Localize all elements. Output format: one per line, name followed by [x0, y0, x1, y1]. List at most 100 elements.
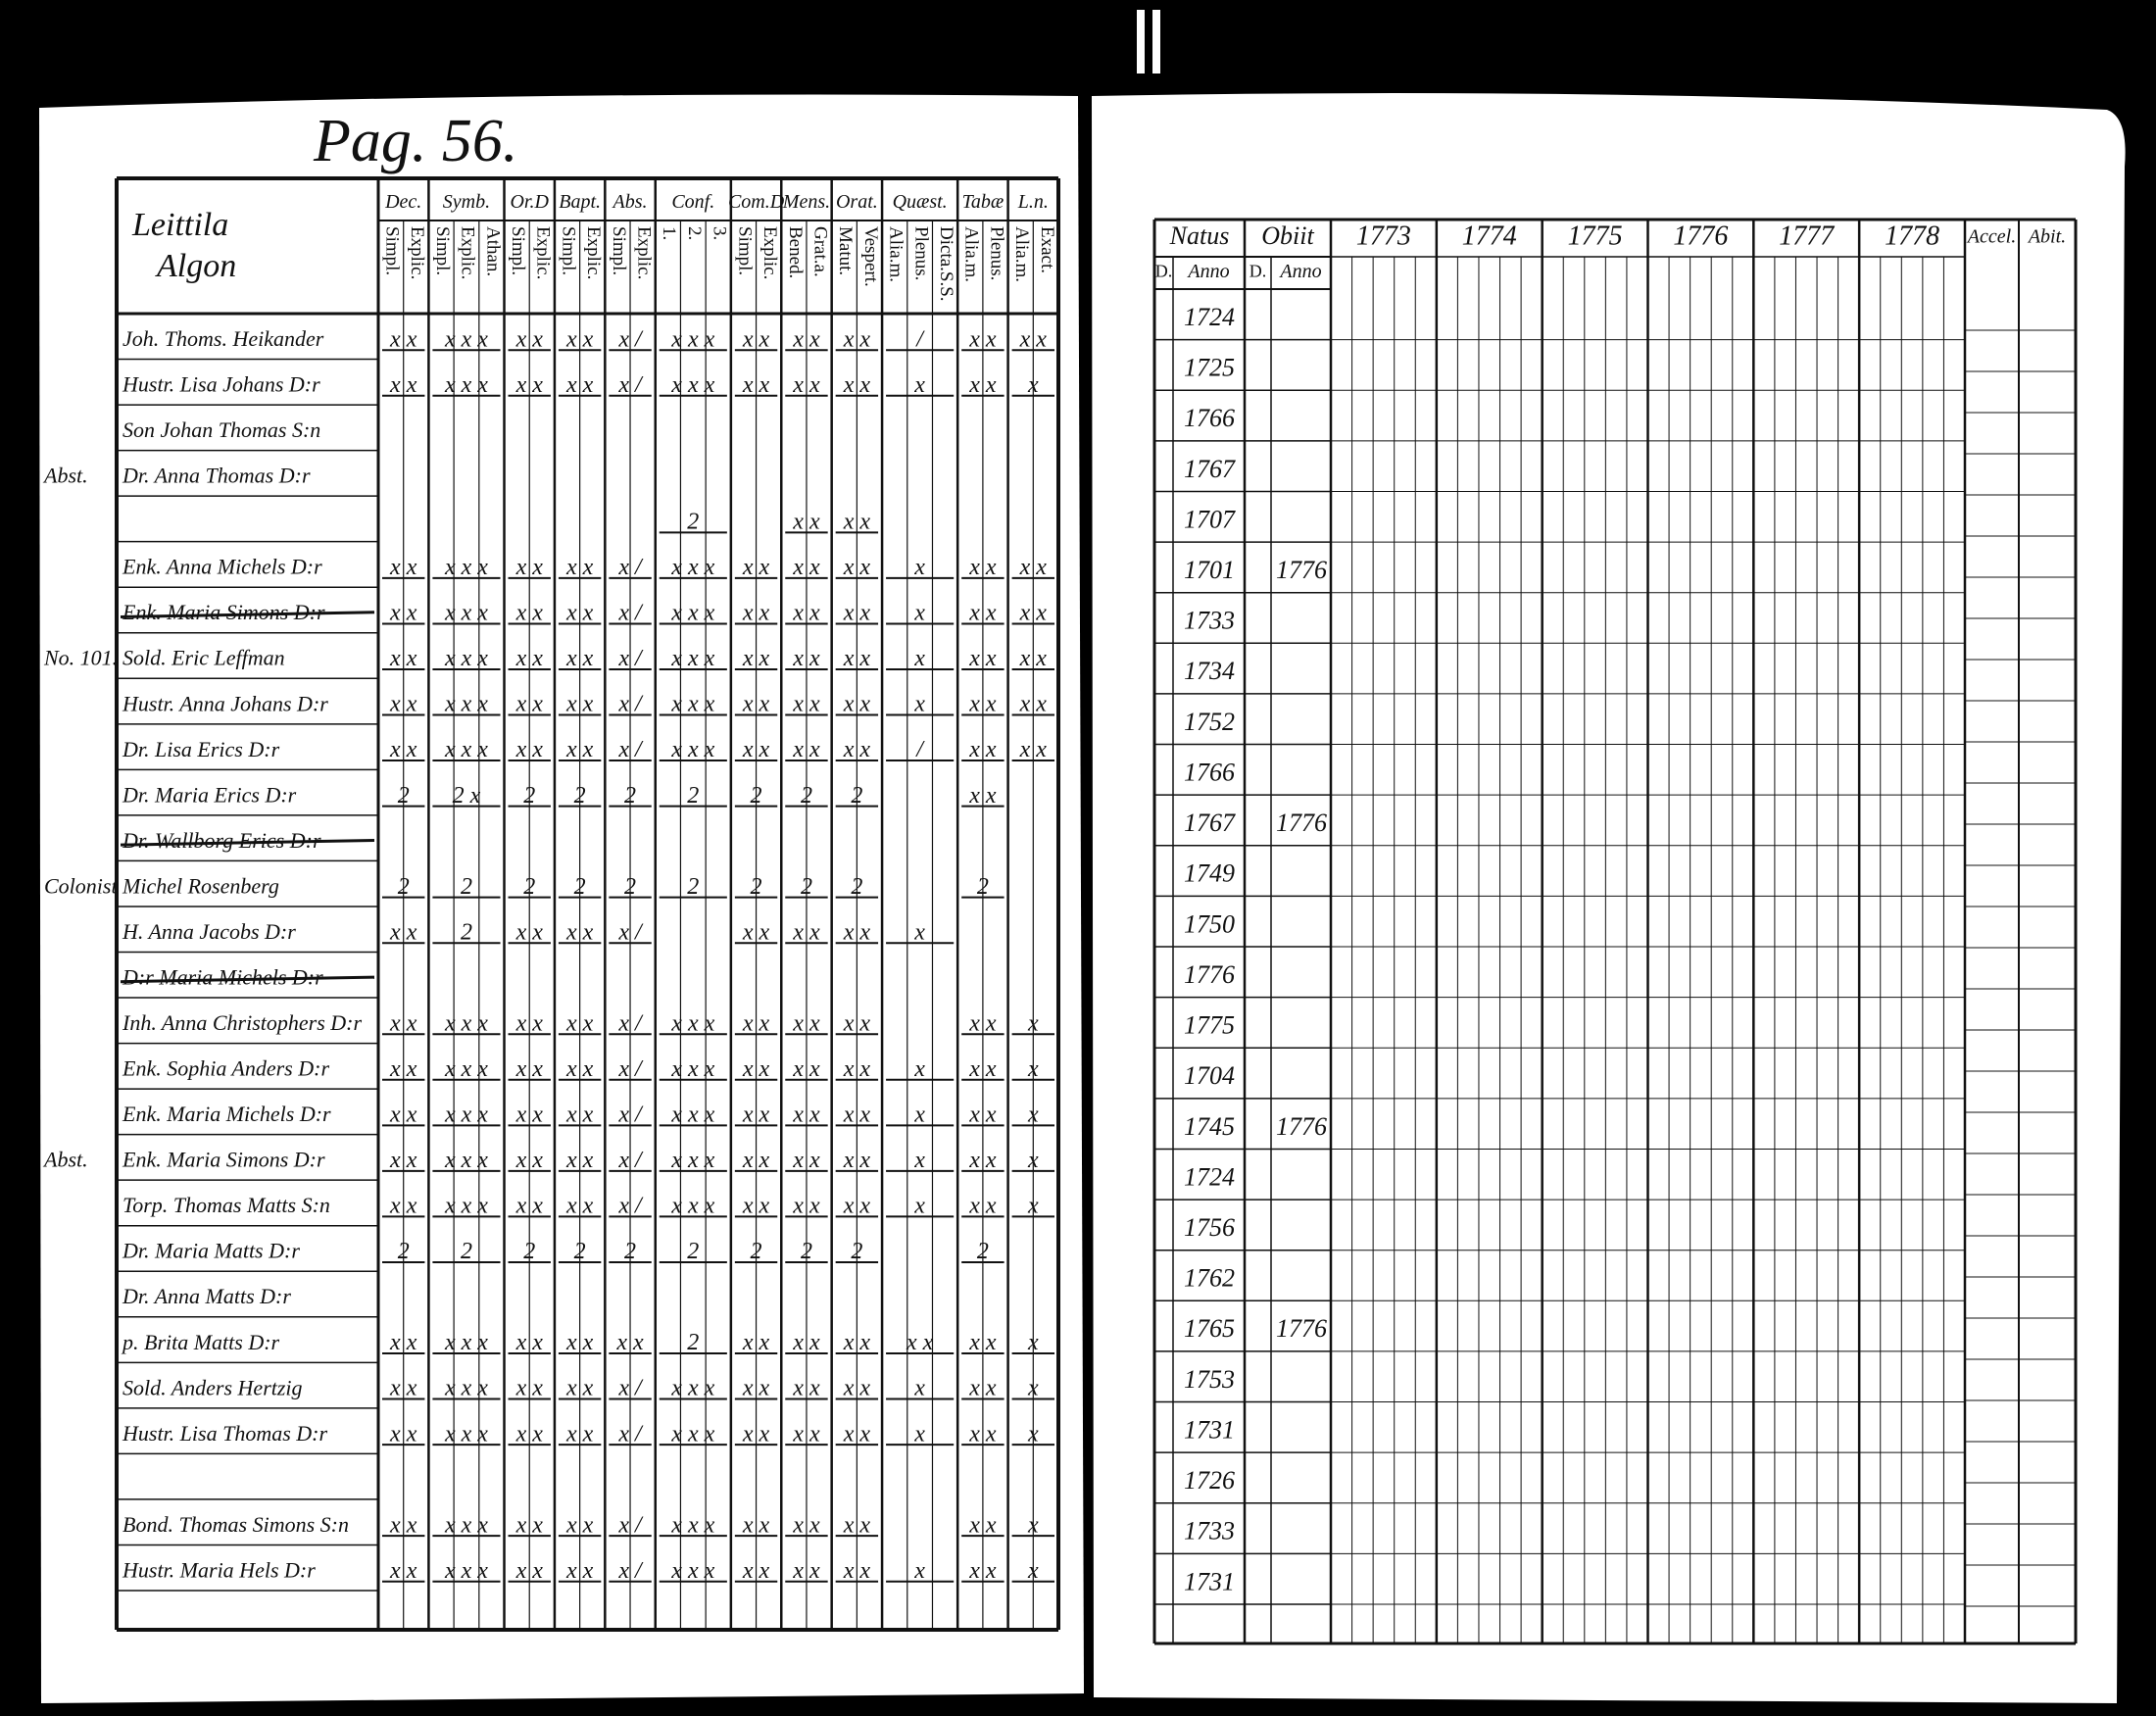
- mark: x x: [792, 1056, 820, 1082]
- mark: x: [913, 692, 925, 717]
- birth-year: 1752: [1184, 708, 1235, 736]
- sub-label: Alia.m.: [886, 226, 906, 282]
- mark: x x: [515, 555, 544, 580]
- mark: 2: [851, 1239, 862, 1264]
- mark: x x: [389, 1103, 417, 1128]
- mark: 2: [687, 510, 699, 535]
- mark: x x: [515, 372, 544, 398]
- mark: x x: [792, 555, 820, 580]
- birth-year: 1765: [1184, 1314, 1235, 1343]
- mark: x x: [792, 1421, 820, 1446]
- mark: 2 x: [453, 783, 481, 809]
- page-title: Pag. 56.: [313, 108, 517, 174]
- mark: x x: [792, 1376, 820, 1401]
- mark: x x: [389, 1558, 417, 1584]
- sub-label: Alia.m.: [1011, 226, 1032, 282]
- sub-label: D.: [1155, 262, 1173, 281]
- mark: x x: [968, 646, 997, 671]
- mark: x: [1027, 1330, 1039, 1355]
- mark: x x: [843, 1512, 871, 1538]
- mark: x x: [968, 1376, 997, 1401]
- mark: x x: [792, 1103, 820, 1128]
- mark: x x: [843, 737, 871, 762]
- mark: x x x: [670, 646, 714, 671]
- margin-note: Abst.: [42, 1148, 88, 1172]
- mark: x x: [389, 1421, 417, 1446]
- mark: x: [913, 555, 925, 580]
- person-name: Son Johan Thomas S:n: [122, 417, 320, 442]
- person-name: Joh. Thoms. Heikander: [122, 326, 324, 351]
- birth-year: 1725: [1184, 354, 1235, 382]
- group-label: Orat.: [836, 191, 878, 213]
- death-year: 1776: [1276, 809, 1327, 837]
- death-year: 1776: [1276, 1112, 1327, 1141]
- sub-label: Explic.: [634, 226, 655, 279]
- mark: x x: [565, 372, 594, 398]
- mark: x x: [565, 1010, 594, 1036]
- margin-note: Colonist: [44, 873, 118, 898]
- mark: x x: [565, 601, 594, 626]
- mark: x x: [389, 1376, 417, 1401]
- mark: x x: [742, 737, 770, 762]
- mark: x x: [906, 1330, 934, 1355]
- strike: [120, 611, 375, 618]
- mark: 2: [751, 1239, 762, 1264]
- mark: x x: [515, 1330, 544, 1355]
- mark: x: [1027, 1376, 1039, 1401]
- sub-label: Simpl.: [734, 226, 755, 275]
- mark: x x x: [444, 692, 488, 717]
- mark: x: [913, 1558, 925, 1584]
- mark: x x: [389, 555, 417, 580]
- sub-label: Anno: [1186, 261, 1229, 282]
- mark: 2: [751, 783, 762, 809]
- sub-label: Anno: [1278, 261, 1321, 282]
- birth-year: 1731: [1184, 1567, 1235, 1595]
- mark: x x: [615, 1330, 644, 1355]
- year-label: 1778: [1885, 221, 1939, 251]
- person-name: Dr. Maria Matts D:r: [122, 1239, 300, 1263]
- mark: /: [914, 737, 925, 762]
- mark: x x: [968, 783, 997, 809]
- mark: x x: [968, 737, 997, 762]
- binding-mark: [1137, 10, 1145, 74]
- mark: x x: [968, 1194, 997, 1219]
- mark: x x: [565, 1194, 594, 1219]
- mark: x x: [792, 737, 820, 762]
- mark: x x: [565, 919, 594, 945]
- name-header: Algon: [155, 248, 236, 284]
- mark: x x: [389, 326, 417, 352]
- group-label: Quæst.: [893, 191, 948, 213]
- group-label: Com.D: [728, 191, 785, 213]
- mark: x x: [843, 919, 871, 945]
- mark: x: [913, 372, 925, 398]
- mark: x x: [792, 1148, 820, 1173]
- mark: x x: [843, 1148, 871, 1173]
- sub-label: 1.: [659, 226, 679, 240]
- mark: x x: [515, 1512, 544, 1538]
- mark: x x x: [444, 1376, 488, 1401]
- mark: x x x: [670, 326, 714, 352]
- group-label: Tabæ: [962, 191, 1004, 213]
- sub-label: Plenus.: [910, 226, 931, 280]
- sub-label: 2.: [684, 226, 705, 240]
- extra-label: Abit.: [2027, 226, 2066, 248]
- mark: x: [1027, 1056, 1039, 1082]
- mark: x x: [742, 1103, 770, 1128]
- mark: x x: [515, 1103, 544, 1128]
- mark: x x: [742, 1330, 770, 1355]
- mark: x x x: [670, 1010, 714, 1036]
- mark: /: [914, 326, 925, 352]
- mark: 2: [523, 783, 535, 809]
- mark: x x: [565, 1376, 594, 1401]
- sub-label: Simpl.: [508, 226, 528, 275]
- mark: x x: [742, 646, 770, 671]
- mark: x x: [792, 326, 820, 352]
- mark: x: [913, 1103, 925, 1128]
- birth-year: 1750: [1184, 909, 1235, 938]
- year-label: 1776: [1673, 221, 1728, 251]
- strike: [120, 975, 375, 984]
- mark: x x x: [444, 1194, 488, 1219]
- mark: x x: [843, 1558, 871, 1584]
- mark: x x: [565, 1512, 594, 1538]
- mark: x x x: [444, 555, 488, 580]
